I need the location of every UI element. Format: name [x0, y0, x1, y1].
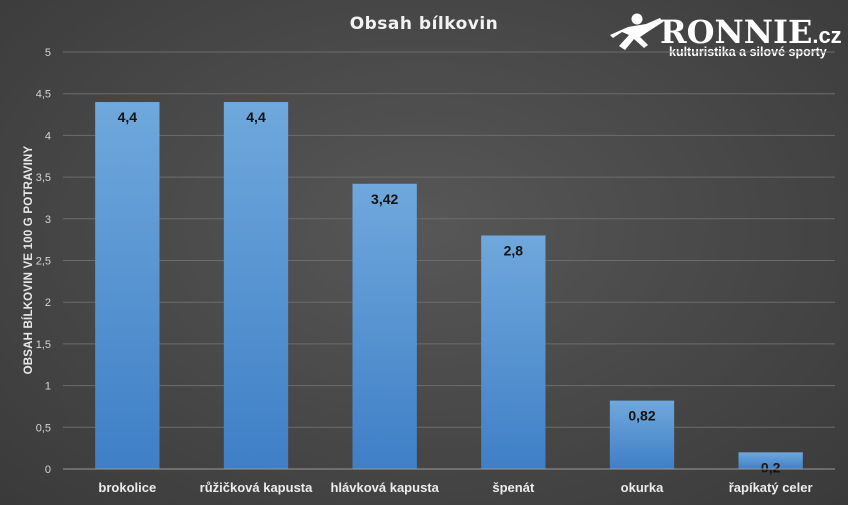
bar [481, 235, 546, 469]
bar [223, 102, 289, 469]
x-tick-label: hlávková kapusta [330, 480, 439, 495]
y-tick-label: 1,5 [36, 339, 51, 351]
data-label: 2,8 [504, 242, 524, 258]
y-tick-label: 1 [45, 381, 51, 393]
data-label: 3,42 [371, 191, 398, 207]
gridlines [63, 51, 835, 428]
y-tick-label: 0,5 [36, 422, 51, 434]
bar [738, 452, 803, 469]
y-tick-label: 3 [45, 214, 51, 226]
bar [352, 183, 417, 469]
x-tick-label: brokolice [98, 480, 156, 495]
data-label: 4,4 [246, 109, 266, 125]
chart-title: Obsah bílkovin [350, 14, 499, 34]
data-label: 0,2 [761, 459, 781, 475]
y-tick-label: 0 [45, 464, 51, 476]
y-axis-ticks: 0 0,5 1 1,5 2 2,5 3 3,5 4 4,5 5 [36, 47, 51, 476]
runner-icon [610, 13, 663, 50]
x-tick-label: špenát [492, 480, 535, 495]
x-tick-label: růžičková kapusta [200, 480, 313, 495]
bar [95, 102, 160, 469]
logo-wordmark: RONNIE.cz [660, 13, 842, 51]
y-tick-label: 2,5 [36, 256, 51, 268]
x-tick-label: okurka [621, 480, 664, 495]
y-tick-label: 2 [45, 297, 51, 309]
data-label: 4,4 [118, 109, 138, 125]
x-axis-ticks: brokolice růžičková kapusta hlávková kapus… [98, 480, 812, 495]
bar [609, 400, 675, 469]
y-tick-label: 5 [45, 47, 51, 59]
x-tick-label: řapíkatý celer [729, 480, 813, 495]
y-tick-label: 4,5 [36, 89, 51, 101]
y-tick-label: 3,5 [36, 172, 51, 184]
data-labels: 4,4 4,4 3,42 2,8 0,82 0,2 [118, 109, 781, 475]
data-label: 0,82 [628, 408, 655, 424]
y-axis-label: OBSAH BÍLKOVIN VE 100 G POTRAVINY [22, 145, 35, 374]
y-tick-label: 4 [45, 130, 51, 142]
bars [95, 102, 803, 469]
